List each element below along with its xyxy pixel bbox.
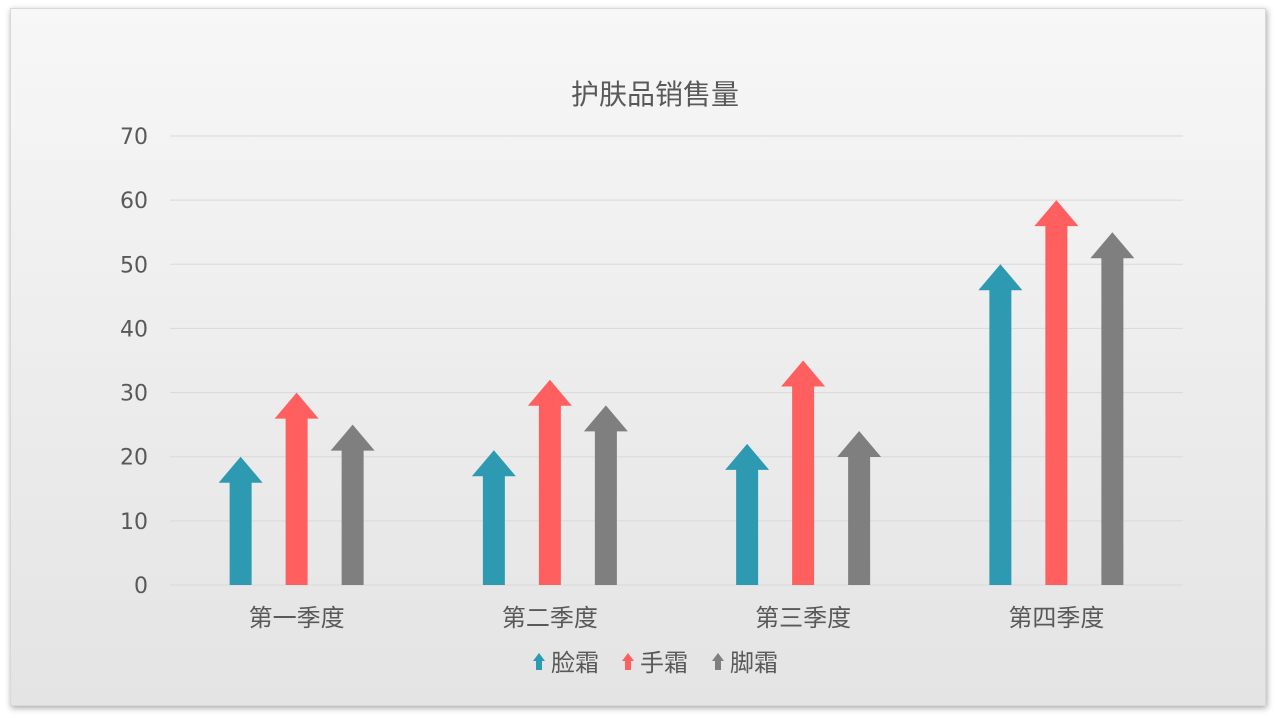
legend-marker	[712, 653, 724, 670]
x-axis-categories: 第一季度 第二季度 第三季度 第四季度	[249, 604, 1105, 632]
y-tick-label: 0	[134, 574, 148, 599]
bar-3-cat-1	[330, 424, 375, 585]
legend-marker	[533, 653, 545, 670]
y-tick-label: 10	[120, 510, 148, 535]
legend-marker	[622, 653, 634, 670]
bars	[218, 200, 1135, 585]
bar-2-cat-3	[781, 360, 826, 585]
bar-3-cat-3	[837, 431, 882, 585]
bar-3-cat-2	[583, 405, 628, 585]
y-tick-label: 30	[120, 382, 148, 407]
x-category-label: 第四季度	[1008, 604, 1104, 632]
y-tick-label: 70	[120, 125, 148, 150]
x-category-label: 第一季度	[249, 604, 345, 632]
legend-label: 手霜	[640, 649, 688, 677]
y-axis-ticks: 0 10 20 30 40 50 60 70	[120, 125, 148, 599]
chart-title: 护肤品销售量	[571, 78, 739, 111]
x-category-label: 第二季度	[502, 604, 598, 632]
bar-2-cat-2	[527, 379, 572, 585]
bar-1-cat-1	[218, 456, 263, 585]
bar-1-cat-4	[978, 264, 1023, 585]
bar-2-cat-1	[274, 392, 319, 585]
bar-2-cat-4	[1034, 200, 1079, 585]
y-tick-label: 50	[120, 253, 148, 278]
x-category-label: 第三季度	[755, 604, 851, 632]
bar-3-cat-4	[1090, 232, 1135, 585]
y-tick-label: 60	[120, 189, 148, 214]
y-tick-label: 40	[120, 317, 148, 342]
legend-label: 脸霜	[551, 649, 599, 677]
bar-1-cat-2	[471, 450, 516, 585]
legend: 脸霜 手霜 脚霜	[533, 649, 778, 677]
gridlines	[170, 135, 1183, 586]
legend-label: 脚霜	[730, 649, 778, 677]
y-tick-label: 20	[120, 446, 148, 471]
bar-1-cat-3	[725, 443, 770, 585]
